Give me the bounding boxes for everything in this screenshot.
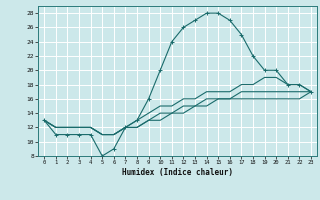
- X-axis label: Humidex (Indice chaleur): Humidex (Indice chaleur): [122, 168, 233, 177]
